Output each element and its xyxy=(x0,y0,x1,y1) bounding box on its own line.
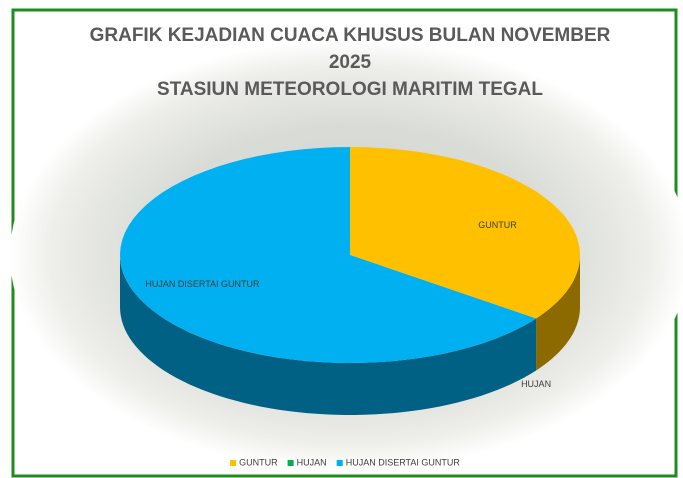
data-label: HUJAN xyxy=(521,379,551,389)
chart-subtitle: STASIUN METEOROLOGI MARITIM TEGAL xyxy=(157,79,543,100)
legend-swatch xyxy=(230,460,237,466)
legend-label: HUJAN xyxy=(297,457,327,467)
pie-slice xyxy=(120,147,537,363)
legend-label: GUNTUR xyxy=(239,457,278,467)
legend-item: GUNTUR xyxy=(230,457,278,467)
pie-slice xyxy=(350,147,580,319)
legend-swatch xyxy=(336,460,343,466)
pie: GUNTUR HUJAN HUJAN DISERTAI GUNTUR xyxy=(120,147,580,415)
legend-item: HUJAN DISERTAI GUNTUR xyxy=(336,457,461,467)
legend-item: HUJAN xyxy=(287,457,327,467)
legend-swatch xyxy=(287,460,294,466)
data-label: HUJAN DISERTAI GUNTUR xyxy=(145,279,260,289)
pie-side xyxy=(120,255,537,415)
legend-label: HUJAN DISERTAI GUNTUR xyxy=(346,457,461,467)
legend: GUNTUR HUJAN HUJAN DISERTAI GUNTUR xyxy=(230,457,460,467)
data-label: GUNTUR xyxy=(478,220,517,230)
chart-title: GRAFIK KEJADIAN CUACA KHUSUS BULAN NOVEM… xyxy=(89,25,611,73)
pie-side xyxy=(536,255,580,371)
